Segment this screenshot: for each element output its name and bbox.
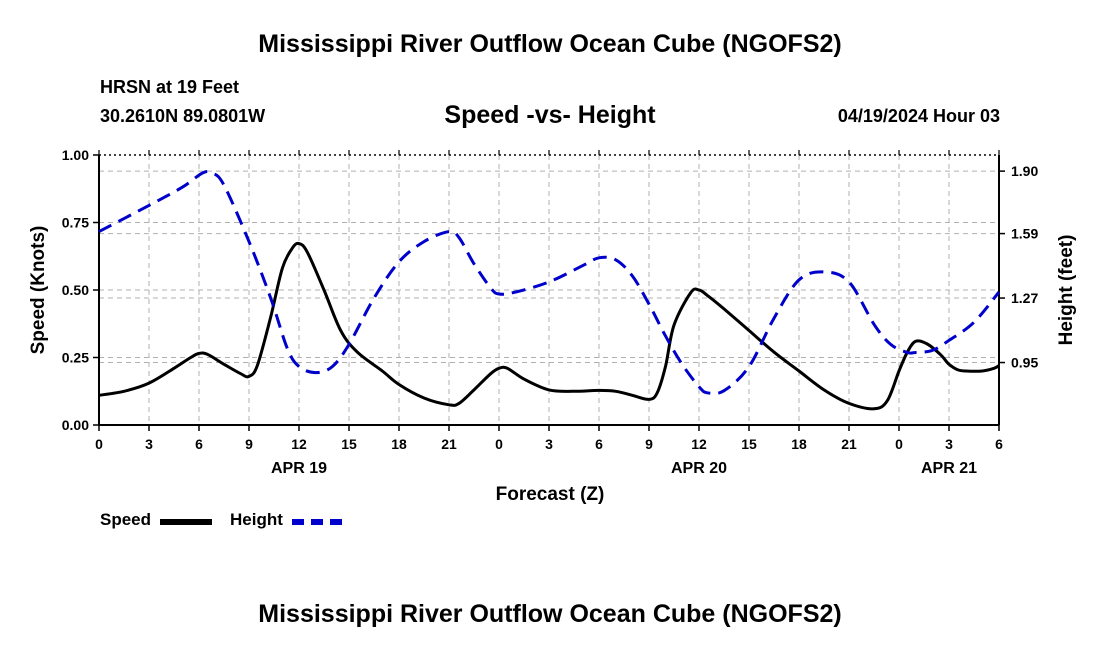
x-tick-label: 3: [945, 436, 953, 452]
x-tick-label: 3: [545, 436, 553, 452]
right-tick-label: 0.95: [1011, 355, 1038, 371]
chart-subtitle: Speed -vs- Height: [444, 101, 656, 129]
x-tick-label: 9: [245, 436, 253, 452]
right-y-axis-title: Height (feet): [1056, 235, 1077, 346]
datetime-label: 04/19/2024 Hour 03: [837, 106, 1000, 126]
x-tick-label: 6: [195, 436, 203, 452]
left-tick-label: 0.00: [62, 417, 89, 433]
left-tick-label: 0.25: [62, 350, 89, 366]
x-tick-label: 12: [291, 436, 307, 452]
x-tick-label: 0: [95, 436, 103, 452]
axis-labels: Forecast (Z) Speed (Knots) Height (feet)…: [28, 147, 1077, 505]
x-tick-label: 0: [495, 436, 503, 452]
x-tick-label: 18: [391, 436, 407, 452]
right-tick-label: 1.27: [1011, 290, 1038, 306]
left-tick-label: 0.75: [62, 215, 89, 231]
legend-height-swatch: [292, 519, 342, 525]
x-tick-label: 12: [691, 436, 707, 452]
date-label: APR 21: [921, 460, 977, 477]
x-tick-label: 6: [595, 436, 603, 452]
grid-lines: [99, 155, 999, 425]
legend-height-label: Height: [230, 510, 283, 529]
x-tick-label: 3: [145, 436, 153, 452]
footer-title: Mississippi River Outflow Ocean Cube (NG…: [258, 600, 842, 628]
speed-series-line: [98, 241, 1000, 411]
x-tick-label: 15: [741, 436, 757, 452]
date-label: APR 20: [671, 460, 727, 477]
legend-speed-swatch: [160, 519, 212, 525]
series-lines: [98, 169, 1001, 411]
right-tick-label: 1.59: [1011, 226, 1038, 242]
left-tick-label: 1.00: [62, 147, 89, 163]
chart-title: Mississippi River Outflow Ocean Cube (NG…: [258, 30, 842, 58]
x-tick-label: 18: [791, 436, 807, 452]
left-tick-label: 0.50: [62, 282, 89, 298]
x-axis-title: Forecast (Z): [496, 484, 605, 505]
x-tick-label: 15: [341, 436, 357, 452]
x-tick-label: 0: [895, 436, 903, 452]
x-tick-label: 21: [441, 436, 457, 452]
legend-speed-label: Speed: [100, 510, 152, 529]
height-series-line: [98, 169, 1001, 396]
axes: [93, 150, 1005, 431]
date-label: APR 19: [271, 460, 327, 477]
x-tick-label: 6: [995, 436, 1003, 452]
station-label: HRSN at 19 Feet: [100, 77, 240, 97]
x-tick-label: 21: [841, 436, 857, 452]
x-tick-label: 9: [645, 436, 653, 452]
right-tick-label: 1.90: [1011, 163, 1038, 179]
coordinates-label: 30.2610N 89.0801W: [100, 106, 266, 126]
left-y-axis-title: Speed (Knots): [28, 226, 49, 355]
